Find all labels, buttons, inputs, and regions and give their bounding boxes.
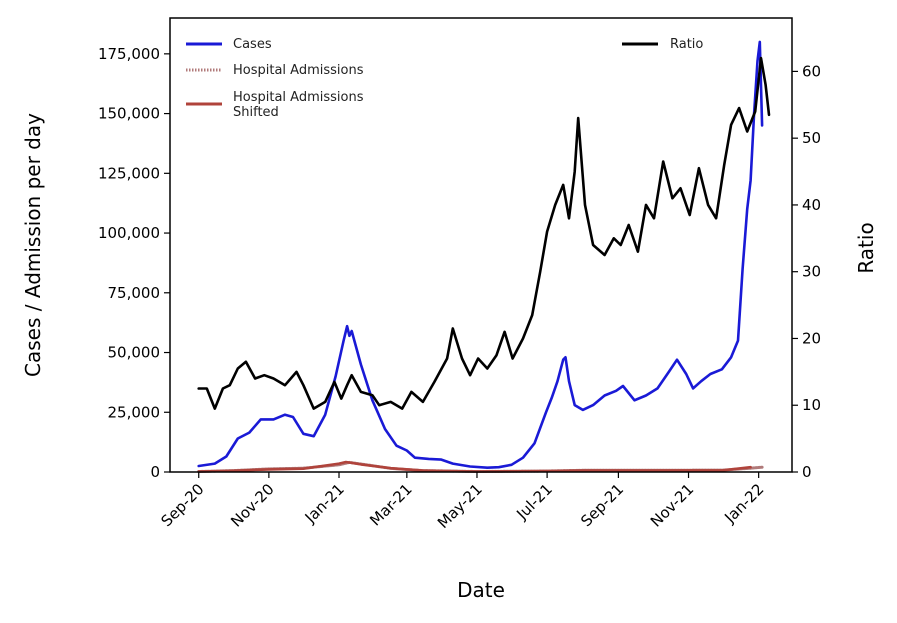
y-axis-right-ticks: 0 10 20 30 40 50 60 xyxy=(792,62,821,481)
plot-frame xyxy=(169,17,793,473)
x-tick-label: Jan-21 xyxy=(301,480,348,527)
series-line-cases xyxy=(197,40,764,470)
legend-label-hospital-admissions: Hospital Admissions xyxy=(233,63,364,78)
y-left-tick-label: 50,000 xyxy=(108,344,161,362)
series-line-hospital-admissions-shifted xyxy=(197,460,752,473)
x-tick-label: Jul-21 xyxy=(512,480,556,524)
y-right-tick-label: 60 xyxy=(802,62,821,80)
y-left-tick-label: 25,000 xyxy=(108,403,161,421)
x-tick-label: May-21 xyxy=(434,480,486,532)
y-left-tick-label: 100,000 xyxy=(98,224,160,242)
y-left-tick-label: 0 xyxy=(150,463,160,481)
legend-label-ratio: Ratio xyxy=(670,37,703,52)
legend-label-cases: Cases xyxy=(233,37,272,52)
y-right-tick-label: 50 xyxy=(802,129,821,147)
y-left-tick-label: 75,000 xyxy=(108,284,161,302)
legend-right: Ratio xyxy=(622,37,703,52)
y-right-tick-label: 30 xyxy=(802,263,821,281)
y-left-tick-label: 150,000 xyxy=(98,105,160,123)
series-line-ratio xyxy=(197,56,771,410)
x-tick-label: Nov-20 xyxy=(227,480,277,530)
legend-label-hospital-admissions-shifted: Hospital Admissions Shifted xyxy=(233,90,364,120)
series-layer xyxy=(197,40,771,473)
y-right-tick-label: 10 xyxy=(802,396,821,414)
y-left-tick-label: 125,000 xyxy=(98,164,160,182)
legend-left: Cases Hospital Admissions Hospital Admis… xyxy=(186,37,364,120)
y-axis-left-title: Cases / Admission per day xyxy=(21,113,45,377)
x-tick-label: Sep-20 xyxy=(158,480,208,530)
y-right-tick-label: 0 xyxy=(802,463,812,481)
y-axis-right-title: Ratio xyxy=(854,222,878,273)
y-axis-left-ticks: 0 25,000 50,000 75,000 100,000 125,000 150,000… xyxy=(98,45,170,481)
x-tick-label: Mar-21 xyxy=(366,480,415,529)
x-tick-label: Jan-22 xyxy=(720,480,767,527)
y-right-tick-label: 20 xyxy=(802,329,821,347)
x-tick-label: Nov-21 xyxy=(647,480,697,530)
x-axis-ticks: Sep-20 Nov-20 Jan-21 Mar-21 May-21 Jul-21 Sep-… xyxy=(158,472,767,532)
x-tick-label: Sep-21 xyxy=(577,480,627,530)
x-axis-title: Date xyxy=(457,578,505,602)
y-right-tick-label: 40 xyxy=(802,196,821,214)
y-left-tick-label: 175,000 xyxy=(98,45,160,63)
